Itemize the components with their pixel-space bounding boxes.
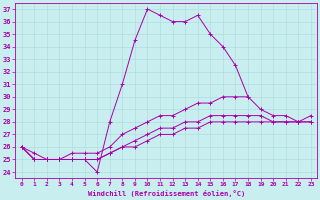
X-axis label: Windchill (Refroidissement éolien,°C): Windchill (Refroidissement éolien,°C) — [88, 190, 245, 197]
